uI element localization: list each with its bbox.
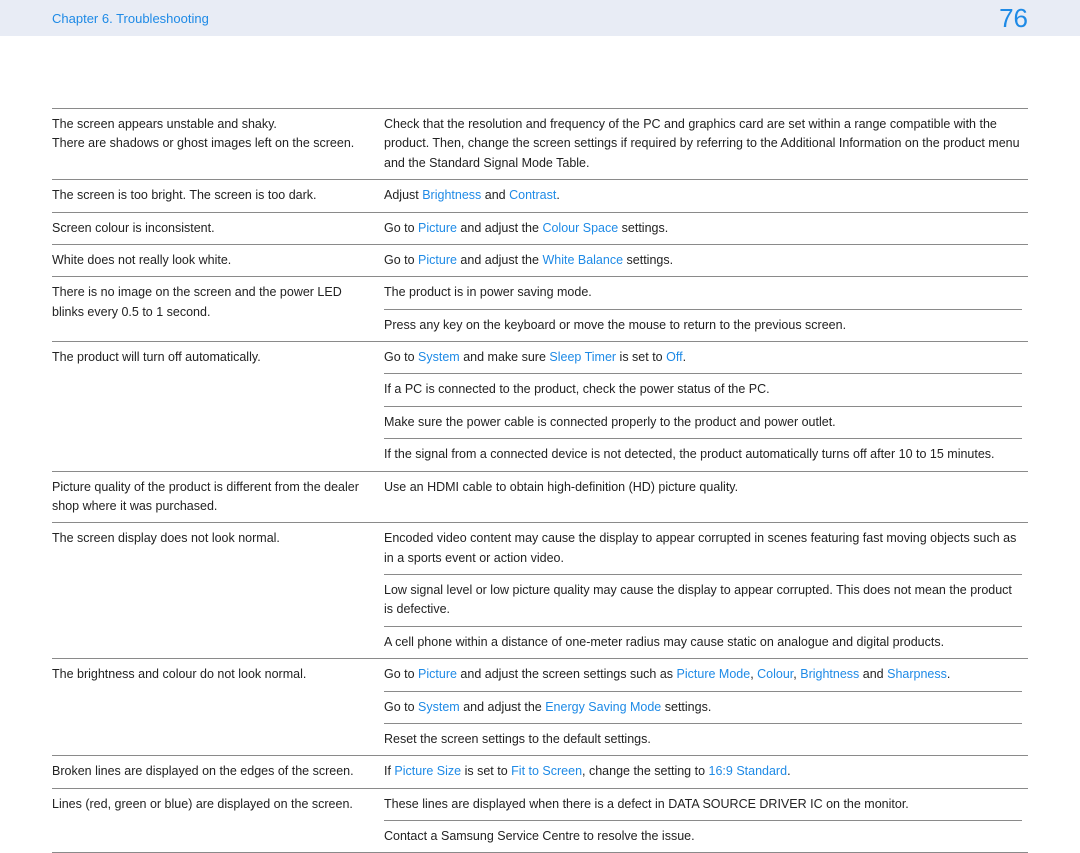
chapter-title: Chapter 6. Troubleshooting <box>52 11 209 26</box>
solution-line: Go to System and make sure Sleep Timer i… <box>384 348 1022 367</box>
text: and adjust the <box>457 221 542 235</box>
solution-line: Contact a Samsung Service Centre to reso… <box>384 820 1022 846</box>
solution-line: Reset the screen settings to the default… <box>384 723 1022 749</box>
solution-cell: Go to Picture and adjust the White Balan… <box>384 244 1028 276</box>
issue-cell: There is no image on the screen and the … <box>52 277 384 342</box>
text: . <box>947 667 950 681</box>
link-sleep-timer[interactable]: Sleep Timer <box>549 350 616 364</box>
text: . <box>683 350 686 364</box>
solution-cell: Encoded video content may cause the disp… <box>384 523 1028 659</box>
text: is set to <box>461 764 511 778</box>
link-off[interactable]: Off <box>666 350 682 364</box>
solution-cell: Use an HDMI cable to obtain high-definit… <box>384 471 1028 523</box>
link-energy-saving-mode[interactable]: Energy Saving Mode <box>545 700 661 714</box>
text: Go to <box>384 700 418 714</box>
table-row: Broken lines are displayed on the edges … <box>52 756 1028 788</box>
solution-line: If the signal from a connected device is… <box>384 438 1022 464</box>
text: Go to <box>384 253 418 267</box>
solution-line: If a PC is connected to the product, che… <box>384 373 1022 399</box>
link-system[interactable]: System <box>418 350 460 364</box>
link-picture[interactable]: Picture <box>418 667 457 681</box>
link-sharpness[interactable]: Sharpness <box>887 667 947 681</box>
table-row: The brightness and colour do not look no… <box>52 659 1028 756</box>
solution-cell: These lines are displayed when there is … <box>384 788 1028 853</box>
issue-cell: Screen colour is inconsistent. <box>52 212 384 244</box>
text: Go to <box>384 221 418 235</box>
link-picture-size[interactable]: Picture Size <box>394 764 461 778</box>
text: settings. <box>618 221 668 235</box>
link-picture[interactable]: Picture <box>418 253 457 267</box>
content-area: The screen appears unstable and shaky. T… <box>0 36 1080 853</box>
table-row: The product will turn off automatically.… <box>52 342 1028 472</box>
solution-line: Go to System and adjust the Energy Savin… <box>384 691 1022 717</box>
issue-text: The screen appears unstable and shaky. T… <box>52 115 374 154</box>
link-colour-space[interactable]: Colour Space <box>542 221 618 235</box>
solution-cell: Go to Picture and adjust the screen sett… <box>384 659 1028 756</box>
solution-line: Go to Picture and adjust the screen sett… <box>384 665 1022 684</box>
text: is set to <box>616 350 666 364</box>
issue-cell: White does not really look white. <box>52 244 384 276</box>
link-picture-mode[interactable]: Picture Mode <box>677 667 751 681</box>
text: and adjust the <box>460 700 545 714</box>
link-white-balance[interactable]: White Balance <box>542 253 623 267</box>
link-system[interactable]: System <box>418 700 460 714</box>
page-header: Chapter 6. Troubleshooting 76 <box>0 0 1080 36</box>
solution-line: These lines are displayed when there is … <box>384 795 1022 814</box>
issue-cell: The product will turn off automatically. <box>52 342 384 472</box>
solution-cell: Adjust Brightness and Contrast. <box>384 180 1028 212</box>
issue-cell: Lines (red, green or blue) are displayed… <box>52 788 384 853</box>
table-row: Screen colour is inconsistent. Go to Pic… <box>52 212 1028 244</box>
table-row: There is no image on the screen and the … <box>52 277 1028 342</box>
issue-cell: The brightness and colour do not look no… <box>52 659 384 756</box>
solution-cell: Check that the resolution and frequency … <box>384 109 1028 180</box>
text: Adjust <box>384 188 422 202</box>
text: Go to <box>384 667 418 681</box>
solution-cell: Go to System and make sure Sleep Timer i… <box>384 342 1028 472</box>
text: and adjust the <box>457 253 542 267</box>
text: and adjust the screen settings such as <box>457 667 677 681</box>
solution-line: Encoded video content may cause the disp… <box>384 529 1022 568</box>
solution-line: The product is in power saving mode. <box>384 283 1022 302</box>
table-row: White does not really look white. Go to … <box>52 244 1028 276</box>
table-row: The screen display does not look normal.… <box>52 523 1028 659</box>
link-picture[interactable]: Picture <box>418 221 457 235</box>
text: Go to <box>384 350 418 364</box>
link-colour[interactable]: Colour <box>757 667 793 681</box>
solution-line: Low signal level or low picture quality … <box>384 574 1022 620</box>
text: settings. <box>661 700 711 714</box>
issue-cell: The screen appears unstable and shaky. T… <box>52 109 384 180</box>
solution-line: Make sure the power cable is connected p… <box>384 406 1022 432</box>
solution-line: Press any key on the keyboard or move th… <box>384 309 1022 335</box>
table-row: Picture quality of the product is differ… <box>52 471 1028 523</box>
solution-cell: If Picture Size is set to Fit to Screen,… <box>384 756 1028 788</box>
link-brightness[interactable]: Brightness <box>422 188 481 202</box>
link-fit-to-screen[interactable]: Fit to Screen <box>511 764 582 778</box>
text: and make sure <box>460 350 550 364</box>
solution-cell: The product is in power saving mode. Pre… <box>384 277 1028 342</box>
troubleshooting-table: The screen appears unstable and shaky. T… <box>52 108 1028 853</box>
text: . <box>556 188 559 202</box>
issue-cell: Picture quality of the product is differ… <box>52 471 384 523</box>
issue-cell: The screen display does not look normal. <box>52 523 384 659</box>
solution-line: A cell phone within a distance of one-me… <box>384 626 1022 652</box>
table-row: The screen is too bright. The screen is … <box>52 180 1028 212</box>
text: settings. <box>623 253 673 267</box>
table-row: The screen appears unstable and shaky. T… <box>52 109 1028 180</box>
link-brightness[interactable]: Brightness <box>800 667 859 681</box>
page-number: 76 <box>999 3 1028 34</box>
link-contrast[interactable]: Contrast <box>509 188 556 202</box>
text: and <box>481 188 509 202</box>
text: and <box>859 667 887 681</box>
text: . <box>787 764 790 778</box>
issue-cell: The screen is too bright. The screen is … <box>52 180 384 212</box>
table-row: Lines (red, green or blue) are displayed… <box>52 788 1028 853</box>
text: If <box>384 764 394 778</box>
solution-cell: Go to Picture and adjust the Colour Spac… <box>384 212 1028 244</box>
issue-cell: Broken lines are displayed on the edges … <box>52 756 384 788</box>
link-16-9-standard[interactable]: 16:9 Standard <box>709 764 788 778</box>
text: , change the setting to <box>582 764 708 778</box>
